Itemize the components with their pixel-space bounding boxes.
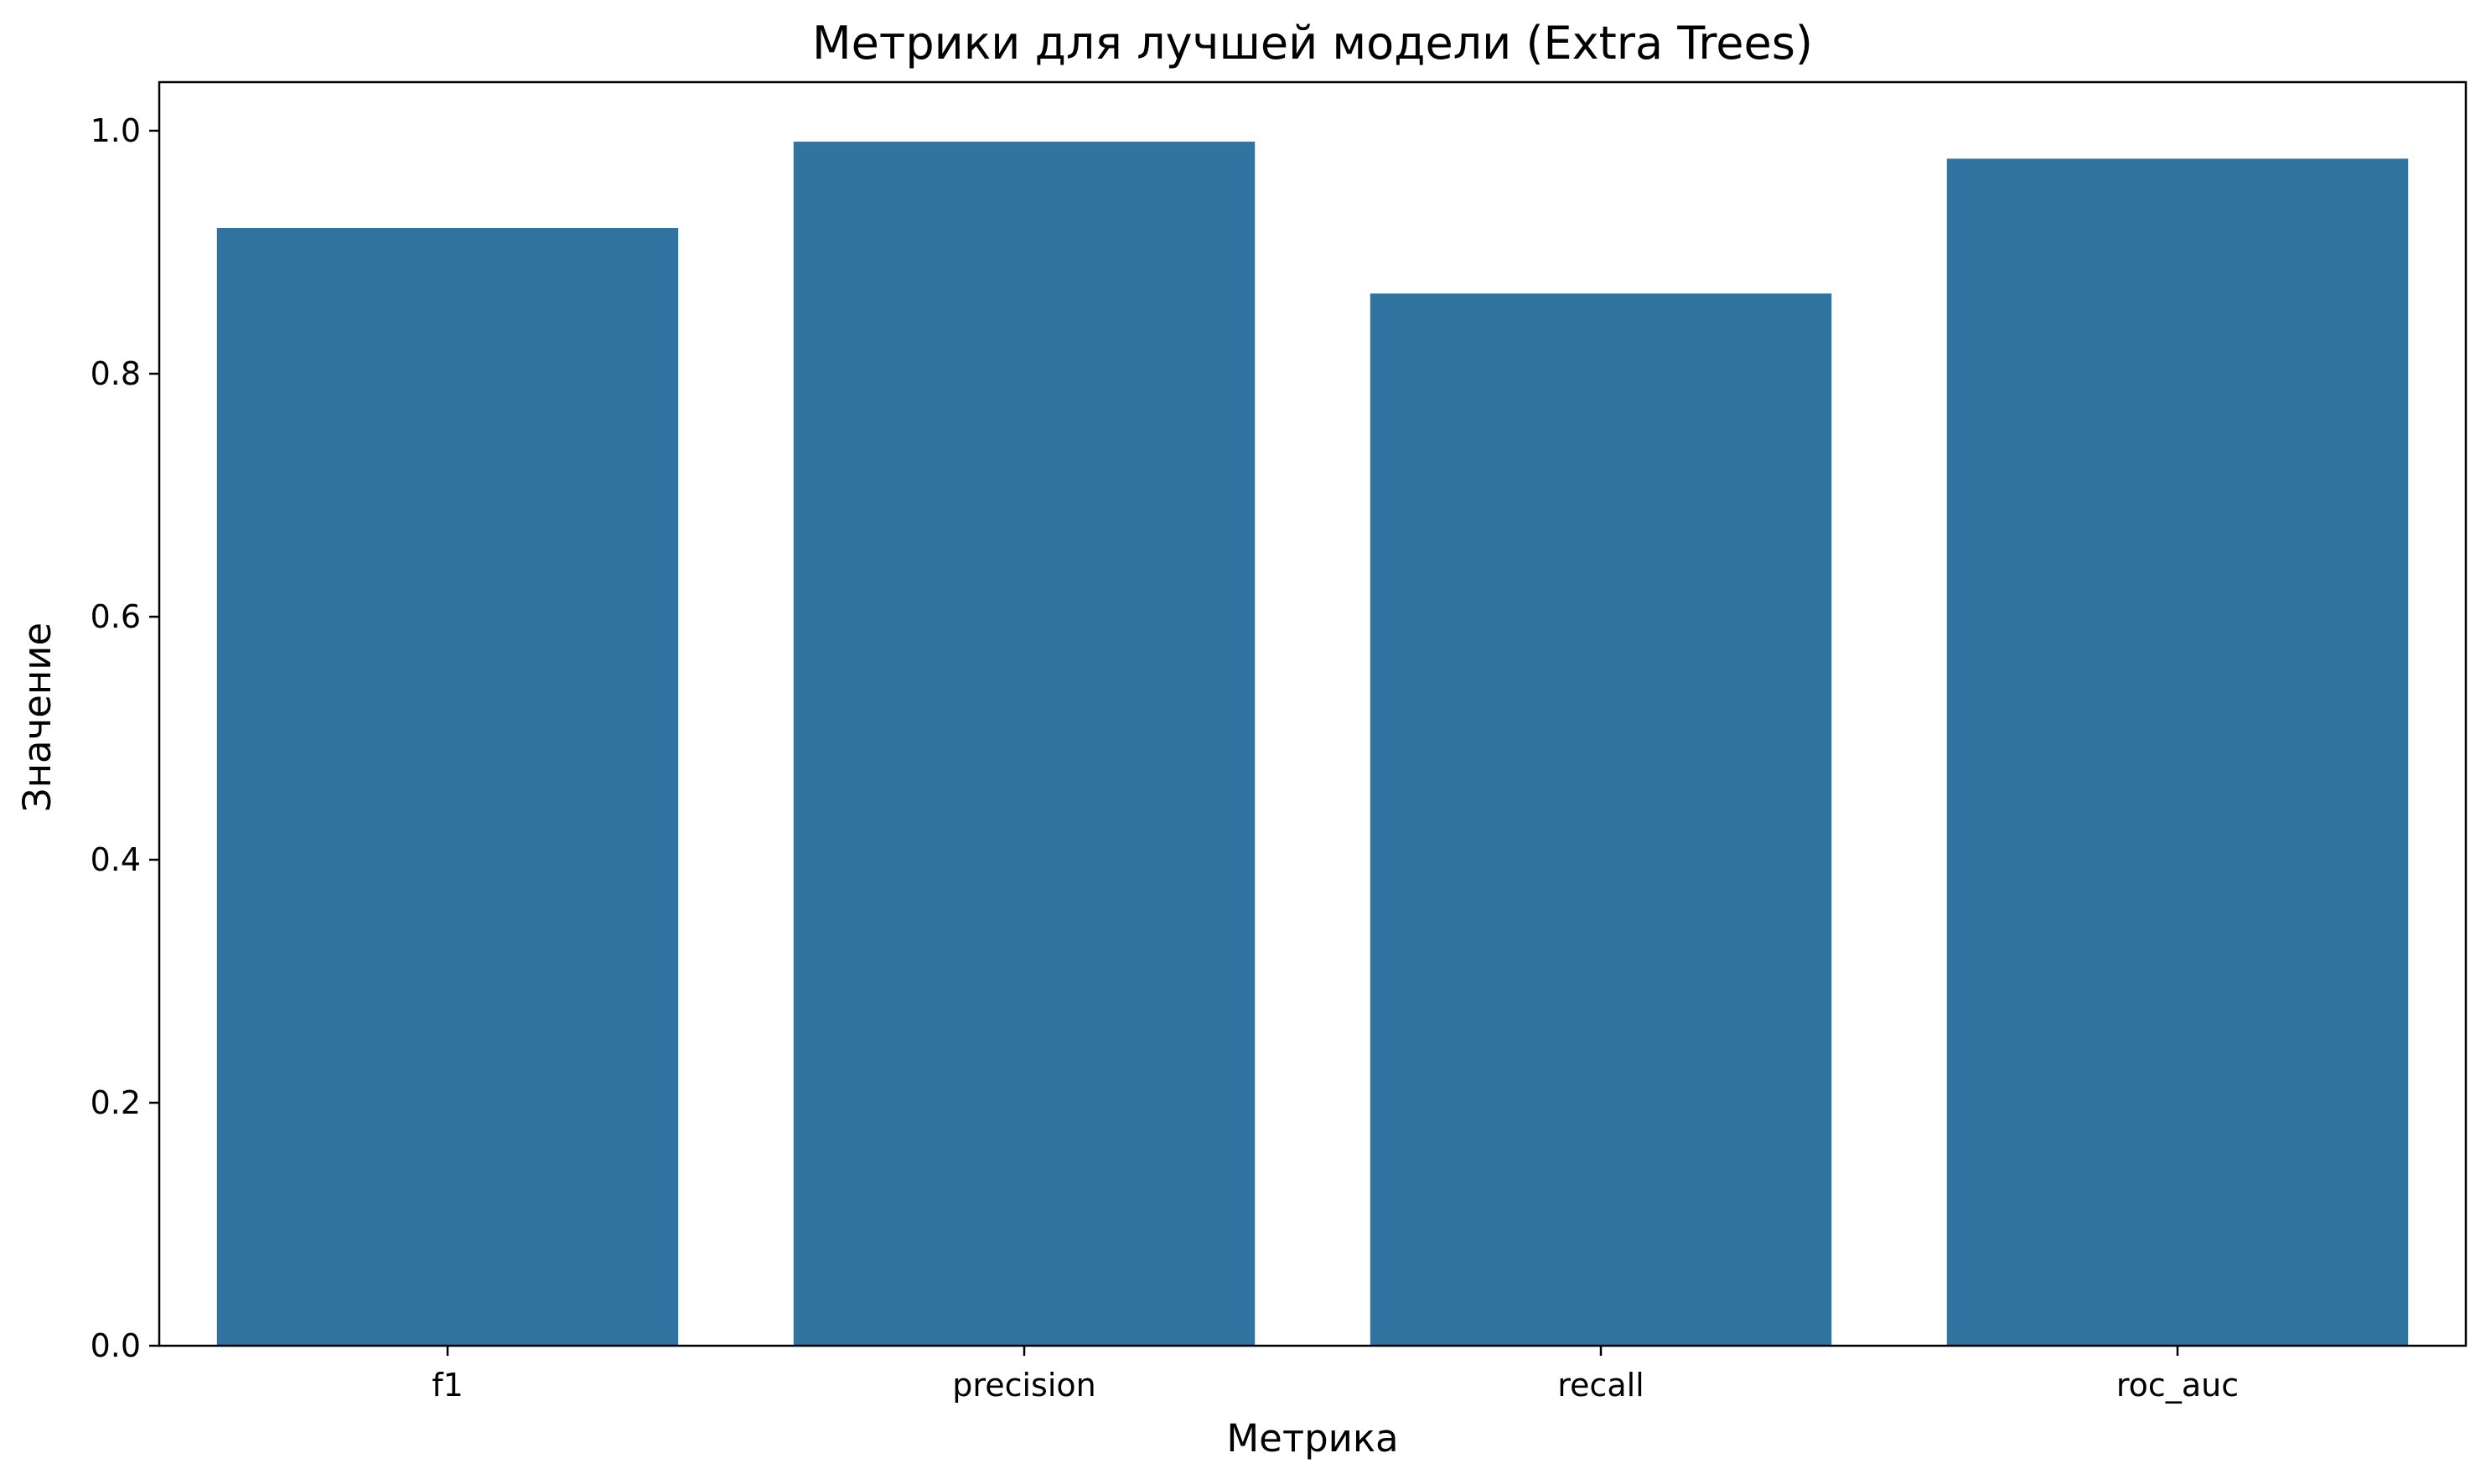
bar-f1 (216, 228, 679, 1346)
chart-title: Метрики для лучшей модели (Extra Trees) (812, 17, 1813, 70)
bar-precision (793, 142, 1256, 1346)
x-axis-title: Метрика (1226, 1416, 1398, 1461)
y-tick-label: 0.8 (91, 355, 141, 392)
x-tick-label-roc_auc: roc_auc (2116, 1367, 2239, 1404)
axes-frame (158, 80, 2468, 1347)
y-tick-label: 0.0 (91, 1327, 141, 1364)
y-tick-label: 1.0 (91, 112, 141, 149)
bars-layer (216, 142, 2409, 1347)
y-tick-label: 0.4 (91, 841, 141, 878)
axes-layer: 0.0 0.2 0.4 0.6 0.8 1.0 f1 precision recall roc_a… (91, 80, 2468, 1404)
y-tick-label: 0.2 (91, 1084, 141, 1121)
bar-roc_auc (1946, 158, 2409, 1347)
x-tick-label-precision: precision (952, 1367, 1095, 1404)
bar-recall (1370, 293, 1832, 1346)
y-tick-label: 0.6 (91, 598, 141, 635)
x-tick-label-recall: recall (1557, 1367, 1644, 1404)
x-tick-label-f1: f1 (432, 1367, 464, 1404)
y-axis-title: Значение (15, 623, 60, 812)
